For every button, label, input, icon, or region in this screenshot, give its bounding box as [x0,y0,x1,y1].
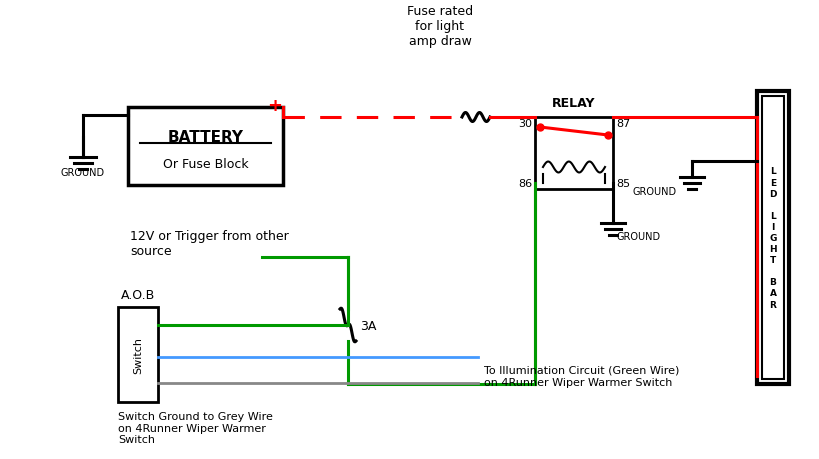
Text: Switch Ground to Grey Wire
on 4Runner Wiper Warmer
Switch: Switch Ground to Grey Wire on 4Runner Wi… [118,411,273,444]
Text: Fuse rated
for light
amp draw: Fuse rated for light amp draw [406,5,473,48]
Text: +: + [267,97,283,115]
Text: A.O.B: A.O.B [120,288,155,302]
Text: GROUND: GROUND [61,168,105,178]
Text: 86: 86 [518,179,532,189]
Text: 85: 85 [615,179,629,189]
Bar [118,308,158,402]
Bar [534,118,613,190]
Text: 3A: 3A [360,319,376,332]
Text: To Illumination Circuit (Green Wire)
on 4Runner Wiper Warmer Switch: To Illumination Circuit (Green Wire) on … [483,365,679,387]
Text: L
E
D
 
L
I
G
H
T
 
B
A
R: L E D L I G H T B A R [768,167,776,309]
Text: Switch: Switch [133,336,143,373]
Text: 30: 30 [518,119,532,129]
Bar [128,108,283,185]
Text: BATTERY: BATTERY [167,129,243,144]
Text: 87: 87 [615,119,630,129]
Bar [756,92,788,384]
Text: RELAY: RELAY [551,97,595,110]
Text: GROUND: GROUND [616,231,660,241]
Bar [761,97,783,379]
Text: Or Fuse Block: Or Fuse Block [162,158,248,171]
Text: 12V or Trigger from other
source: 12V or Trigger from other source [130,230,288,257]
Text: GROUND: GROUND [632,187,676,196]
